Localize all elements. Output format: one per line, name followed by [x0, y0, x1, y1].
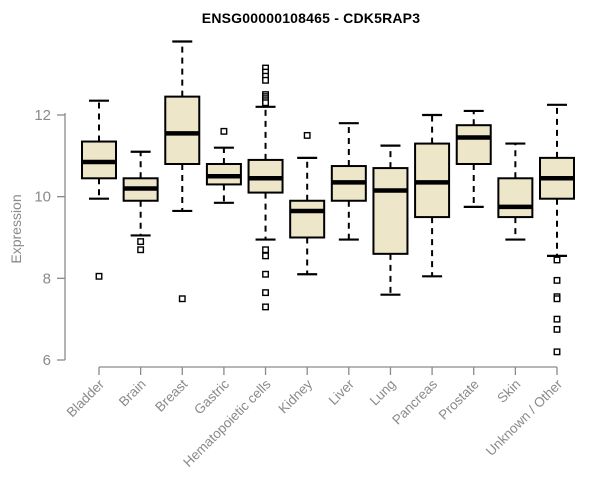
outlier-point	[262, 303, 269, 311]
box-group-unknown-other	[539, 103, 575, 356]
iqr-box	[497, 177, 534, 219]
outlier-point	[95, 272, 103, 280]
box-group-lung	[372, 144, 409, 296]
outlier-point	[303, 131, 311, 139]
x-tick-label: Kidney	[276, 376, 316, 416]
outlier-point	[220, 127, 228, 135]
box-group-breast	[164, 40, 201, 303]
y-tick-label: 6	[43, 352, 51, 369]
y-tick-label: 12	[34, 107, 51, 124]
iqr-box	[289, 199, 326, 239]
outlier-point	[553, 325, 561, 333]
box-group-pancreas	[414, 113, 451, 278]
outlier-point	[553, 256, 561, 264]
x-tick-label: Prostate	[436, 377, 482, 423]
outlier-point	[262, 289, 269, 297]
x-tick-label: Pancreas	[389, 376, 440, 427]
outlier-point	[262, 246, 269, 254]
x-tick-label: Unknown / Other	[483, 376, 566, 459]
x-tick-label: Skin	[494, 377, 523, 406]
outlier-point	[553, 315, 561, 323]
y-tick-label: 8	[43, 270, 51, 287]
outlier-point	[137, 246, 145, 254]
outlier-point	[553, 348, 561, 356]
outlier-point	[262, 76, 269, 84]
box-group-gastric	[205, 127, 242, 204]
x-tick-label: Bladder	[64, 376, 108, 420]
outlier-point	[178, 295, 186, 303]
box-group-hematopoietic-cells	[247, 64, 284, 311]
iqr-box	[164, 95, 201, 165]
chart-title: ENSG00000108465 - CDK5RAP3	[201, 10, 421, 26]
outlier-point	[262, 99, 269, 107]
outlier-point	[262, 252, 269, 260]
y-tick-label: 10	[34, 189, 51, 206]
box-group-kidney	[289, 131, 326, 276]
box-group-brain	[122, 150, 159, 254]
iqr-box	[455, 124, 492, 165]
box-group-skin	[497, 142, 534, 241]
box-group-prostate	[455, 109, 492, 208]
x-tick-label: Brain	[116, 377, 149, 410]
outlier-point	[553, 276, 561, 284]
x-tick-label: Lung	[367, 377, 399, 409]
x-tick-label: Gastric	[191, 376, 232, 417]
outlier-point	[262, 270, 269, 278]
x-tick-label: Breast	[152, 376, 190, 414]
box-group-bladder	[81, 99, 117, 280]
iqr-box	[372, 167, 409, 255]
box-group-liver	[330, 122, 367, 241]
x-tick-label: Liver	[326, 376, 358, 408]
outlier-point	[137, 238, 145, 246]
outlier-point	[553, 295, 561, 303]
